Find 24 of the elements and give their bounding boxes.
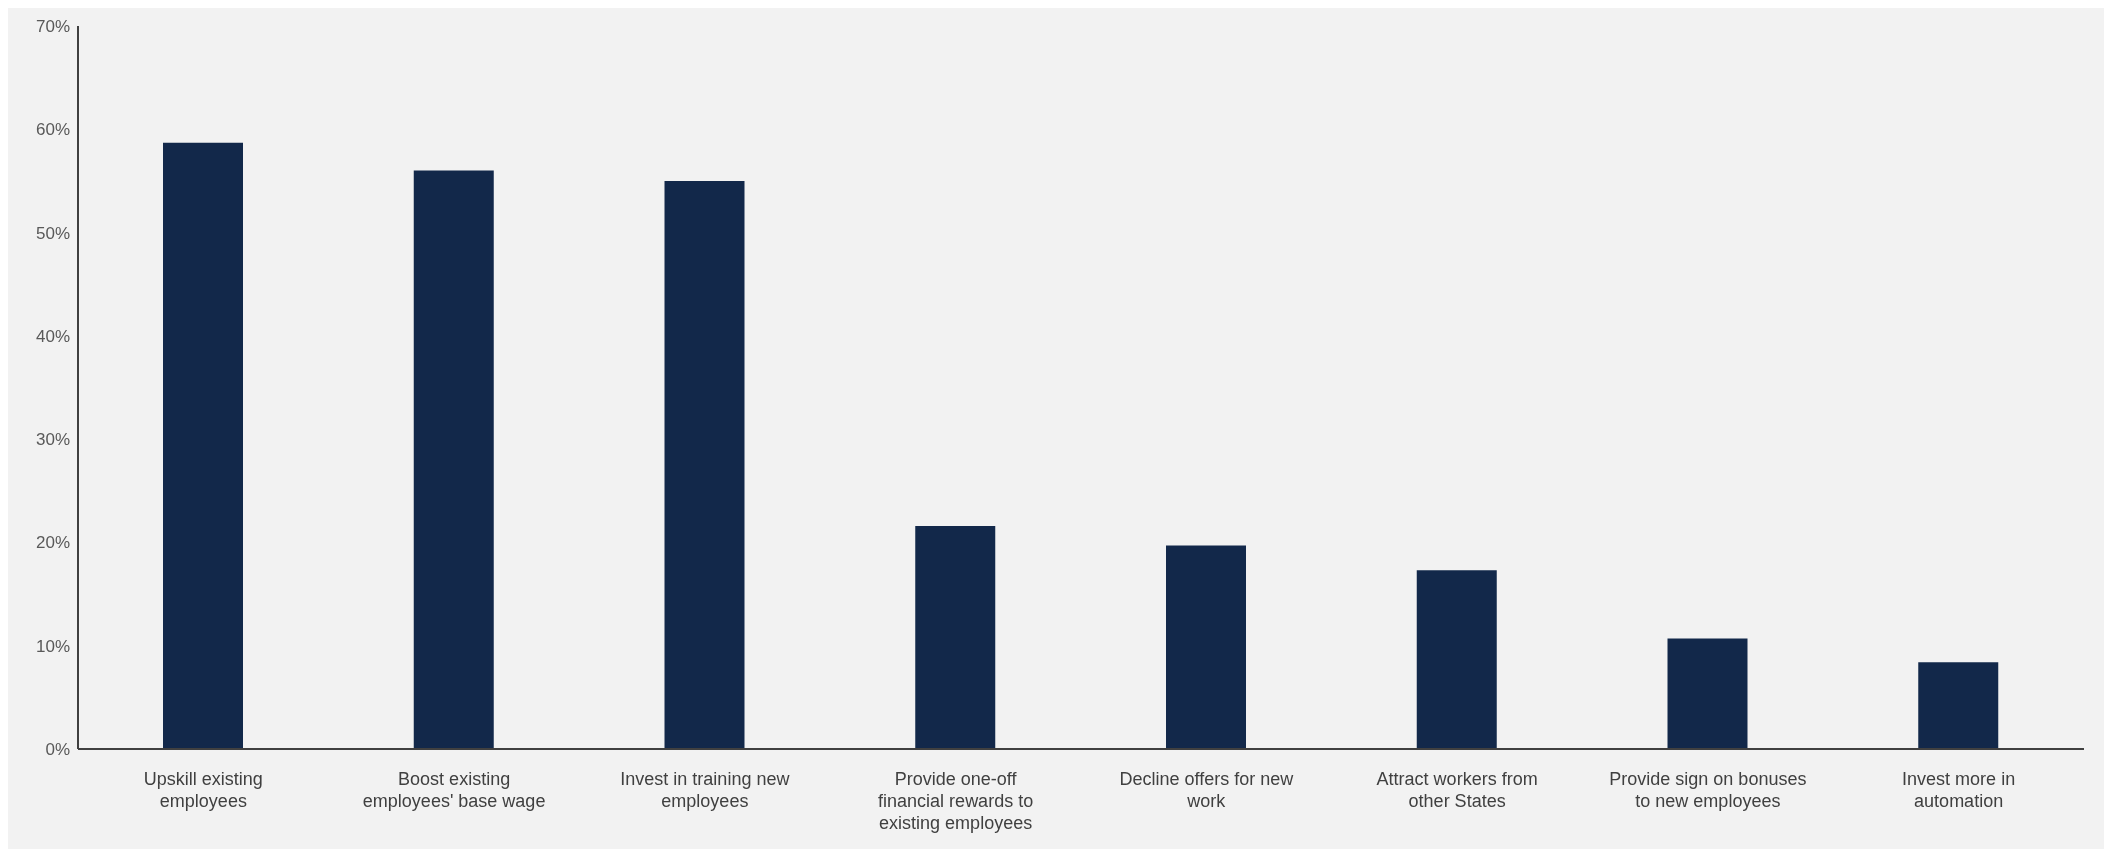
bar xyxy=(664,180,745,749)
bar xyxy=(915,525,996,749)
x-tick-label: Provide one-off financial rewards to existing employees xyxy=(878,769,1034,833)
bar xyxy=(163,142,243,749)
y-tick-label: 10% xyxy=(35,636,70,656)
y-tick-label: 30% xyxy=(35,430,70,450)
x-tick-label: Upskill existing employees xyxy=(143,769,263,811)
y-tick-label: 20% xyxy=(35,533,70,553)
y-tick-label: 60% xyxy=(35,120,70,140)
bar xyxy=(1667,638,1748,749)
bar xyxy=(1166,545,1246,749)
bar xyxy=(1918,662,1999,749)
x-tick-label: Attract workers from other States xyxy=(1376,769,1538,811)
bar xyxy=(413,170,494,749)
x-tick-label: Boost existing employees' base wage xyxy=(362,769,546,811)
x-tick-label: Invest more in automation xyxy=(1902,769,2016,811)
y-tick-label: 0% xyxy=(45,740,70,760)
x-tick-label: Provide sign on bonuses to new employees xyxy=(1609,769,1807,811)
y-tick-label: 70% xyxy=(35,17,70,37)
y-tick-label: 50% xyxy=(35,223,70,243)
x-tick-label: Invest in training new employees xyxy=(620,769,791,811)
bar xyxy=(1416,570,1497,749)
x-tick-label: Decline offers for new work xyxy=(1119,769,1295,811)
y-tick-label: 40% xyxy=(35,326,70,346)
